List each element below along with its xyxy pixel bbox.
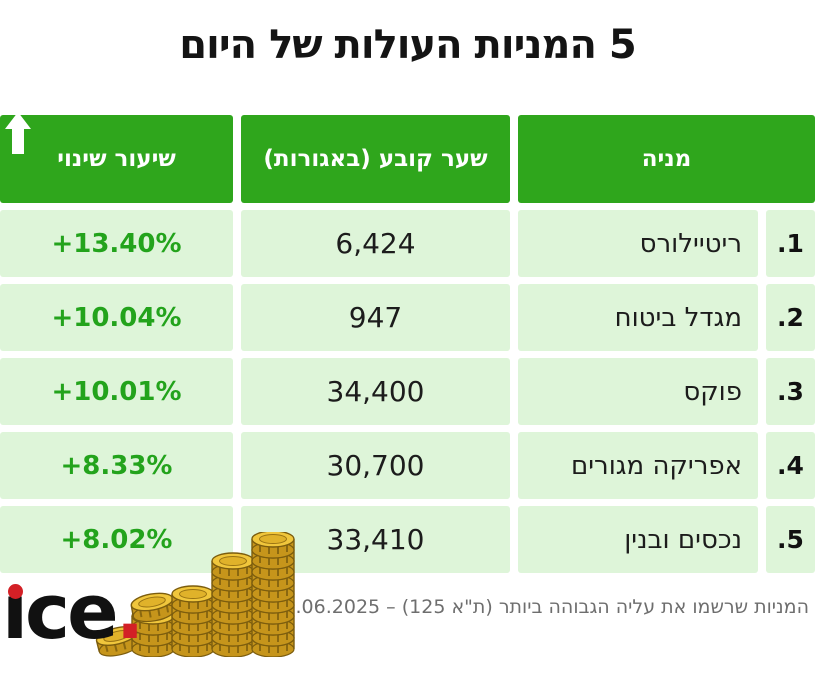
price-cell-2: 947 [241,284,510,351]
page-title: 5 המניות העולות של היום [179,22,636,68]
stocks-table: שיעור שינוי שער קובע (באגורות) מניה +13.… [0,115,815,573]
stock-name-cell-2: מגדל ביטוח [518,284,758,351]
header-change: שיעור שינוי [0,115,233,203]
change-cell-1: +13.40% [0,210,233,277]
stock-name-cell-1: ריטיילורס [518,210,758,277]
rank-cell-5: 5. [766,506,815,573]
change-cell-3: +10.01% [0,358,233,425]
logo-i-dot [8,584,23,599]
price-cell-1: 6,424 [241,210,510,277]
rank-cell-2: 2. [766,284,815,351]
rank-cell-4: 4. [766,432,815,499]
price-cell-4: 30,700 [241,432,510,499]
change-cell-5: +8.02% [0,506,233,573]
up-arrow-icon [5,112,31,154]
stock-name-cell-5: נכסים ובנין [518,506,758,573]
rank-cell-3: 3. [766,358,815,425]
ice-logo-period: . [115,567,145,657]
change-cell-2: +10.04% [0,284,233,351]
change-cell-4: +8.33% [0,432,233,499]
stock-name-cell-3: פוקס [518,358,758,425]
price-cell-3: 34,400 [241,358,510,425]
header-stock: מניה [518,115,815,203]
rank-cell-1: 1. [766,210,815,277]
stock-name-cell-4: אפריקה מגורים [518,432,758,499]
footer-note: המניות שרשמו את עליה הגבוהה ביותר (ת"א 1… [271,596,809,618]
ice-logo: ıce. [2,567,152,657]
header-price: שער קובע (באגורות) [241,115,510,203]
